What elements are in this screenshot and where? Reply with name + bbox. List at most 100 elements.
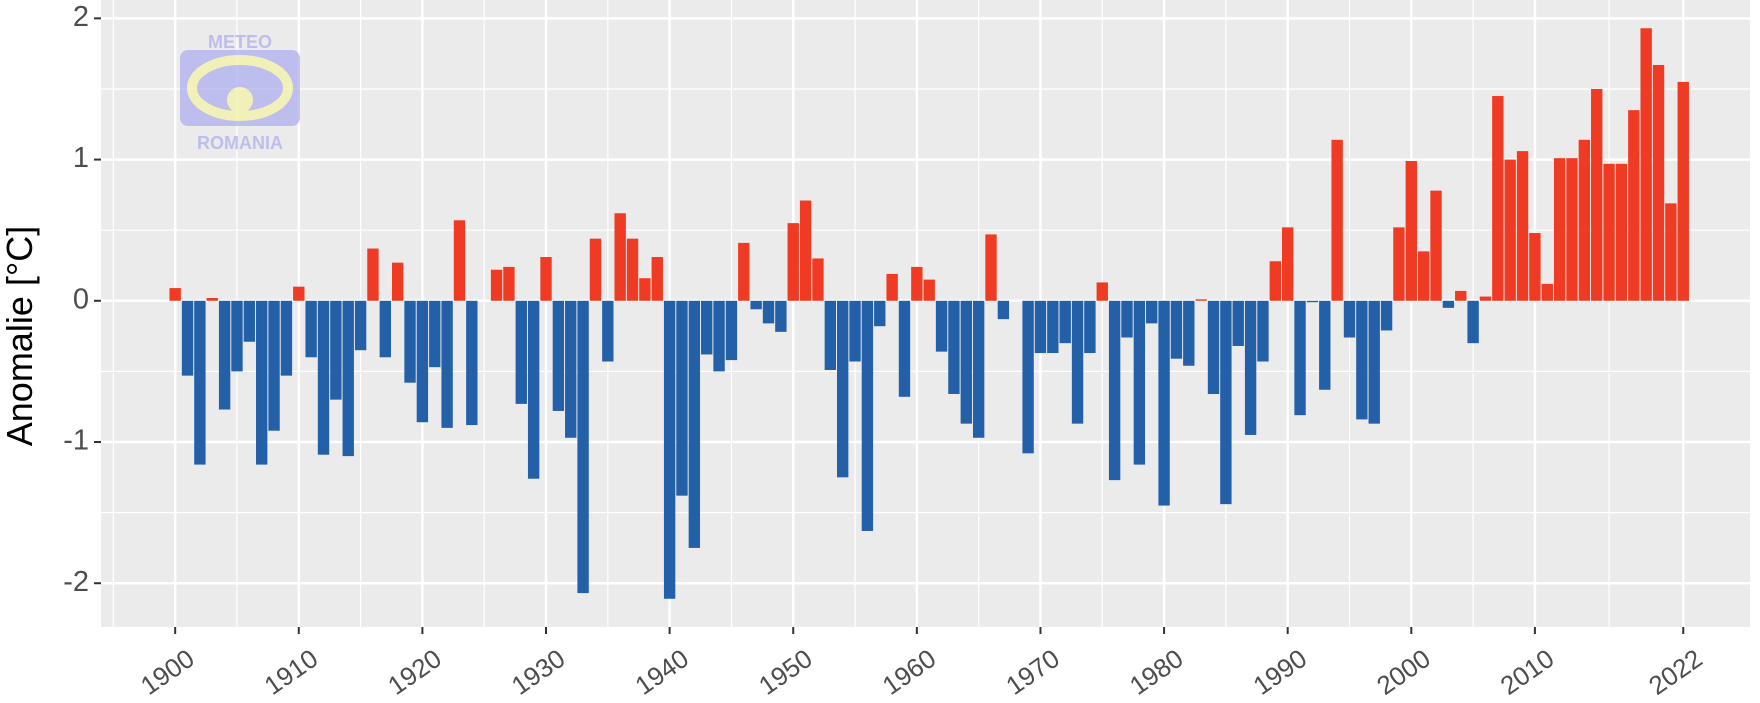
bar xyxy=(676,300,688,496)
bar xyxy=(1220,300,1232,505)
x-tick-label: 1990 xyxy=(1248,643,1313,701)
bar xyxy=(1405,160,1417,301)
bar xyxy=(725,300,738,361)
bar xyxy=(1232,300,1244,346)
bar xyxy=(972,300,985,438)
bar xyxy=(663,300,676,599)
bar xyxy=(614,213,626,301)
bar xyxy=(342,300,354,457)
bar xyxy=(1553,158,1566,301)
x-tick-label: 1940 xyxy=(629,643,694,701)
bar xyxy=(1529,233,1541,301)
bar xyxy=(1430,190,1442,301)
bar xyxy=(886,273,898,301)
x-tick-label: 2000 xyxy=(1371,643,1436,701)
bar xyxy=(552,300,565,411)
bar xyxy=(1442,300,1455,308)
bar xyxy=(1071,300,1084,424)
bar xyxy=(515,300,527,404)
bar xyxy=(379,300,391,358)
bar xyxy=(639,278,651,301)
bar xyxy=(391,262,404,301)
y-tick-label: 0 xyxy=(73,283,89,315)
logo-top: METEO xyxy=(208,32,272,52)
bar xyxy=(1566,158,1578,301)
logo-ring xyxy=(187,55,293,121)
bar xyxy=(824,300,837,370)
bar xyxy=(416,300,429,423)
y-tick-label: 1 xyxy=(73,142,89,174)
bar xyxy=(1158,300,1170,506)
bar xyxy=(1603,163,1615,301)
bar xyxy=(1640,28,1652,301)
y-tick-label: -1 xyxy=(63,425,89,457)
x-tick-label: 1960 xyxy=(877,643,942,701)
bar xyxy=(466,300,478,426)
bar xyxy=(849,300,861,362)
bar xyxy=(960,300,972,424)
bar xyxy=(1331,139,1343,301)
bar xyxy=(602,300,614,362)
bar xyxy=(540,257,552,301)
bar xyxy=(231,300,243,372)
bar xyxy=(1059,300,1071,344)
bar xyxy=(762,300,775,324)
x-tick-label: 1970 xyxy=(1000,643,1065,701)
bar xyxy=(1615,163,1628,301)
bar xyxy=(1195,299,1207,301)
bar xyxy=(738,242,750,301)
bar xyxy=(1677,81,1689,301)
bar xyxy=(503,266,515,301)
bar xyxy=(1319,300,1331,390)
bar xyxy=(626,238,639,301)
bar xyxy=(799,200,812,301)
bar xyxy=(293,286,305,301)
x-tick-label: 1980 xyxy=(1124,643,1189,701)
x-tick-label: 1900 xyxy=(135,643,200,701)
bar xyxy=(1084,300,1096,354)
bar xyxy=(1665,203,1677,301)
bar xyxy=(1207,300,1220,394)
bar xyxy=(812,258,824,301)
bar xyxy=(490,269,503,301)
bar xyxy=(750,300,762,310)
logo-bottom: ROMANIA xyxy=(197,133,283,153)
bar xyxy=(1578,139,1591,301)
bar xyxy=(1121,300,1133,338)
bar xyxy=(1306,300,1319,303)
bar xyxy=(874,300,886,327)
bar xyxy=(453,220,466,301)
x-tick-label: 2022 xyxy=(1643,643,1708,701)
bar xyxy=(243,300,256,342)
logo: METEO ROMANIA xyxy=(180,32,300,153)
bar xyxy=(1269,261,1282,301)
bar xyxy=(1417,251,1430,301)
bar xyxy=(688,300,701,548)
bar xyxy=(1652,64,1665,301)
bar xyxy=(1356,300,1368,420)
x-tick-label: 1910 xyxy=(259,643,324,701)
bar xyxy=(1455,290,1467,301)
bar xyxy=(701,300,713,355)
bar xyxy=(1628,110,1640,301)
bar xyxy=(194,300,206,465)
bar xyxy=(935,300,948,352)
bar xyxy=(181,300,194,376)
bar xyxy=(1504,159,1516,301)
bar xyxy=(923,279,935,301)
bar xyxy=(1108,300,1121,481)
bar xyxy=(218,300,231,410)
bar xyxy=(1516,151,1529,301)
bar xyxy=(1047,300,1059,354)
bar xyxy=(527,300,540,479)
bar xyxy=(429,300,441,368)
bar xyxy=(651,257,663,301)
bar xyxy=(1368,300,1380,424)
bar xyxy=(589,238,602,301)
bar xyxy=(948,300,960,394)
bar xyxy=(1096,282,1108,301)
bar xyxy=(1343,300,1356,338)
bars xyxy=(169,28,1689,599)
bar xyxy=(256,300,268,465)
bar xyxy=(1380,300,1393,331)
